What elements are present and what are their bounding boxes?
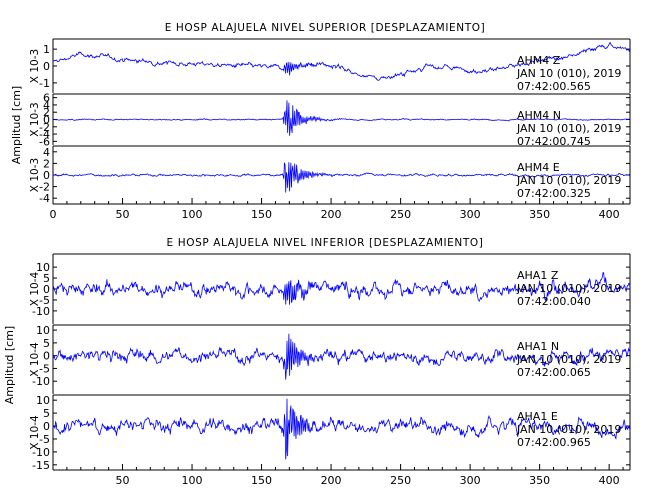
- y-tick-label: -5: [39, 433, 50, 446]
- y-axis-label: Amplitud [cm]: [3, 326, 16, 404]
- trace-annotation: 07:42:00.040: [517, 295, 591, 308]
- waveform-trace: [52, 100, 631, 136]
- x-tick-label: 50: [116, 208, 130, 221]
- x-tick-label: 250: [390, 208, 411, 221]
- y-tick-label: -6: [39, 135, 50, 148]
- trace-annotation: JAN 10 (010), 2019: [516, 282, 621, 295]
- x-tick-label: 50: [116, 474, 130, 487]
- x-tick-label: 200: [321, 474, 342, 487]
- y-tick-label: -2: [39, 121, 50, 134]
- y-tick-label: 0: [43, 114, 50, 127]
- trace-annotation: 07:42:00.325: [517, 187, 591, 200]
- x-tick-label: 150: [251, 474, 272, 487]
- y-tick-label: -10: [32, 305, 50, 318]
- x-tick-label: 150: [251, 208, 272, 221]
- x-tick-label: 350: [529, 474, 550, 487]
- y-tick-label: 1: [43, 43, 50, 56]
- y-tick-label: -2: [39, 181, 50, 194]
- x-tick-label: 400: [599, 208, 620, 221]
- y-tick-label: 6: [43, 92, 50, 105]
- panel-title: E HOSP ALAJUELA NIVEL SUPERIOR [DESPLAZA…: [165, 22, 486, 34]
- y-tick-label: 5: [43, 337, 50, 350]
- waveform-trace: [52, 162, 631, 193]
- panel-title: E HOSP ALAJUELA NIVEL INFERIOR [DESPLAZA…: [167, 237, 484, 249]
- trace-annotation: JAN 10 (010), 2019: [516, 67, 621, 80]
- y-tick-label: 10: [36, 324, 50, 337]
- trace-annotation: JAN 10 (010), 2019: [516, 423, 621, 436]
- x-tick-label: 100: [182, 208, 203, 221]
- scale-label: X 10-4: [29, 342, 41, 377]
- y-tick-label: -5: [39, 362, 50, 375]
- x-tick-label: 300: [460, 474, 481, 487]
- scale-label: X 10-3: [29, 49, 41, 83]
- y-tick-label: -10: [32, 375, 50, 388]
- y-tick-label: -15: [32, 459, 50, 472]
- trace-annotation: 07:42:00.745: [517, 135, 591, 148]
- y-tick-label: 0: [43, 283, 50, 296]
- y-tick-label: 0: [43, 350, 50, 363]
- trace-annotation: JAN 10 (010), 2019: [516, 174, 621, 187]
- x-tick-label: 350: [529, 208, 550, 221]
- x-tick-label: 200: [321, 208, 342, 221]
- y-tick-label: 10: [36, 394, 50, 407]
- y-tick-label: -1: [39, 77, 50, 90]
- trace-annotation: JAN 10 (010), 2019: [516, 353, 621, 366]
- y-tick-label: 0: [43, 420, 50, 433]
- y-tick-label: 5: [43, 407, 50, 420]
- y-tick-label: 5: [43, 272, 50, 285]
- y-tick-label: 0: [43, 60, 50, 73]
- y-axis-label: Amplitud [cm]: [10, 86, 23, 164]
- y-tick-label: -5: [39, 294, 50, 307]
- y-tick-label: 2: [43, 157, 50, 170]
- x-tick-label: 100: [182, 474, 203, 487]
- y-tick-label: 4: [43, 99, 50, 112]
- x-tick-label: 300: [460, 208, 481, 221]
- trace-annotation: AHA1 E: [517, 410, 558, 423]
- panel-inferior: E HOSP ALAJUELA NIVEL INFERIOR [DESPLAZA…: [3, 237, 631, 487]
- trace-annotation: AHA1 Z: [517, 269, 559, 282]
- x-tick-label: 400: [599, 474, 620, 487]
- scale-label: X 10-3: [29, 102, 41, 136]
- y-tick-label: -4: [39, 192, 50, 205]
- waveform-trace: [52, 333, 631, 380]
- y-tick-label: -10: [32, 446, 50, 459]
- trace-annotation: 07:42:00.965: [517, 436, 591, 449]
- trace-annotation: JAN 10 (010), 2019: [516, 122, 621, 135]
- x-tick-label: 250: [390, 474, 411, 487]
- y-tick-label: 10: [36, 261, 50, 274]
- panel-superior: E HOSP ALAJUELA NIVEL SUPERIOR [DESPLAZA…: [10, 22, 631, 221]
- scale-label: X 10-3: [29, 158, 41, 192]
- y-tick-label: -4: [39, 128, 50, 141]
- scale-label: X 10-4: [29, 415, 41, 450]
- x-tick-label: 0: [50, 208, 57, 221]
- trace-annotation: 07:42:00.065: [517, 366, 591, 379]
- trace-annotation: AHM4 Z: [517, 54, 561, 67]
- trace-annotation: 07:42:00.565: [517, 80, 591, 93]
- waveform-trace: [52, 398, 631, 460]
- trace-annotation: AHM4 N: [517, 109, 561, 122]
- scale-label: X 10-4: [29, 272, 41, 307]
- waveform-trace: [52, 271, 631, 305]
- waveform-trace: [52, 41, 631, 81]
- trace-annotation: AHA1 N: [517, 340, 559, 353]
- y-tick-label: 2: [43, 106, 50, 119]
- y-tick-label: 0: [43, 169, 50, 182]
- trace-annotation: AHM4 E: [517, 161, 560, 174]
- y-tick-label: 4: [43, 146, 50, 159]
